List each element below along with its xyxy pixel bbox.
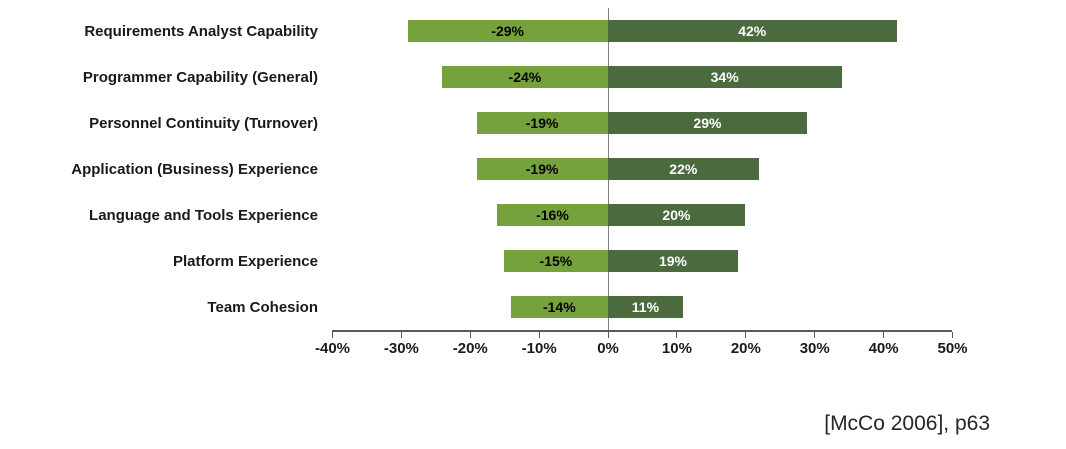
bar-value-label: -19% [525, 161, 559, 177]
bar-value-label: 11% [631, 299, 660, 315]
axis-tick-label: 50% [937, 340, 968, 357]
negative-bar: -29% [407, 20, 608, 42]
bar-value-label: 42% [738, 23, 767, 39]
x-axis: -40% -30% -20% -10% 0% 10% 20% 30% 40% 50% [315, 332, 968, 364]
bar-value-label: -14% [542, 299, 576, 315]
category-label: Application (Business) Experience [71, 160, 318, 178]
positive-bar: 20% [607, 204, 746, 226]
bar-value-label: -16% [536, 207, 569, 223]
bar-value-label: 22% [669, 161, 698, 177]
bar-value-label: 19% [658, 253, 687, 269]
negative-bar: -14% [511, 296, 608, 318]
chart-body: Requirements Analyst Capability Programme… [0, 8, 952, 332]
bar-value-label: 29% [693, 115, 722, 131]
bar-value-label: -29% [491, 23, 524, 39]
chart-row: -15% 19% [332, 238, 952, 284]
chart-row: -14% 11% [332, 284, 952, 330]
axis-tick: 20% [731, 332, 761, 357]
positive-bar: 11% [607, 296, 684, 318]
axis-tick-label: -40% [314, 340, 351, 357]
negative-bar: -16% [497, 204, 608, 226]
axis-tick-label: -30% [383, 340, 419, 357]
axis-tick-label: 20% [730, 340, 761, 357]
axis-tick: -30% [384, 332, 419, 357]
category-label: Personnel Continuity (Turnover) [89, 114, 318, 132]
axis-tick: 30% [800, 332, 830, 357]
bar-value-label: -19% [525, 115, 559, 131]
axis-tick: 40% [869, 332, 899, 357]
plot-rows: -29% 42% -24% 34% -19% 29% -19% 22% -16% 20% -15% 1… [332, 8, 952, 330]
axis-tick-label: 10% [661, 340, 692, 357]
axis-tick: -10% [522, 332, 557, 357]
chart-row: -24% 34% [332, 54, 952, 100]
chart-row: -29% 42% [332, 8, 952, 54]
axis-tick: 50% [937, 332, 968, 357]
axis-tick-label: -20% [452, 340, 488, 357]
axis-tick: 10% [662, 332, 692, 357]
axis-tick-label: 30% [799, 340, 830, 357]
negative-bar: -24% [442, 66, 608, 88]
positive-bar: 29% [607, 112, 808, 134]
category-label: Platform Experience [172, 252, 318, 270]
axis-tick: -40% [315, 332, 350, 357]
category-label: Team Cohesion [207, 298, 318, 316]
plot-area: -29% 42% -24% 34% -19% 29% -19% 22% -16% 20% -15% 1… [332, 8, 952, 332]
axis-tick: -20% [453, 332, 488, 357]
axis-tick-label: 40% [868, 340, 899, 357]
negative-bar: -19% [476, 158, 608, 180]
negative-bar: -15% [504, 250, 608, 272]
negative-bar: -19% [476, 112, 608, 134]
category-labels: Requirements Analyst Capability Programme… [0, 8, 332, 332]
chart-row: -16% 20% [332, 192, 952, 238]
category-label: Requirements Analyst Capability [84, 22, 318, 40]
axis-tick-label: 0% [597, 340, 619, 357]
positive-bar: 19% [607, 250, 739, 272]
bar-value-label: -15% [539, 253, 573, 269]
bar-value-label: 34% [710, 69, 739, 85]
bar-value-label: -24% [508, 69, 542, 85]
category-label: Programmer Capability (General) [82, 68, 318, 86]
chart-row: -19% 29% [332, 100, 952, 146]
axis-tick: 0% [597, 332, 619, 357]
category-label: Language and Tools Experience [89, 206, 318, 224]
positive-bar: 22% [607, 158, 760, 180]
axis-tick-label: -10% [521, 340, 557, 357]
positive-bar: 34% [607, 66, 842, 88]
citation: [McCo 2006], p63 [824, 412, 990, 435]
positive-bar: 42% [607, 20, 897, 42]
bar-value-label: 20% [662, 207, 691, 223]
chart-row: -19% 22% [332, 146, 952, 192]
